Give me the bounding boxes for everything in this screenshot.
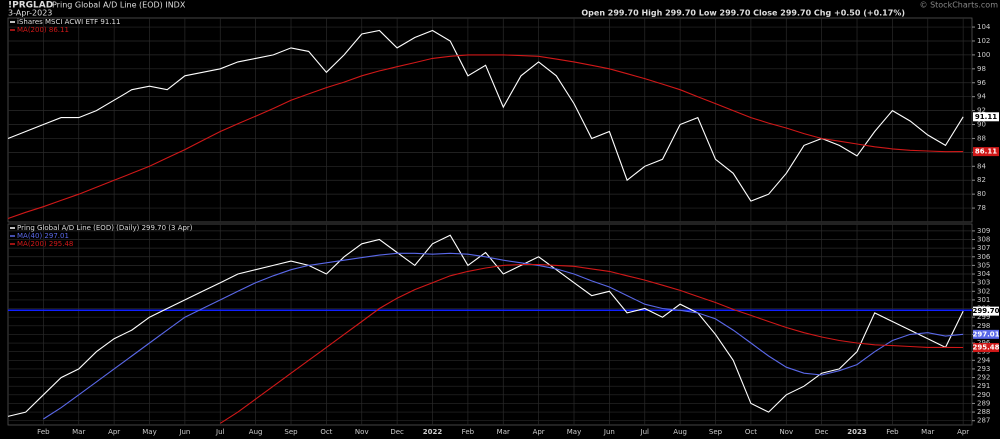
series-line <box>7 29 964 202</box>
y-tick-label: 299 <box>977 313 990 321</box>
y-tick-label: 84 <box>977 162 986 170</box>
last-value-label: 91.11 <box>975 113 997 121</box>
x-tick-label: Aug <box>249 428 263 436</box>
y-tick-label: 294 <box>977 356 991 364</box>
credit: © StockCharts.com <box>920 1 999 10</box>
legend-label: iShares MSCI ACWI ETF 91.11 <box>17 18 120 26</box>
series-line <box>7 234 964 417</box>
legend-label: Pring Global A/D Line (EOD) (Daily) 299.… <box>17 224 193 232</box>
y-tick-label: 306 <box>977 253 991 261</box>
last-value-label: 86.11 <box>975 148 997 156</box>
last-value-box <box>973 329 999 339</box>
y-tick-label: 78 <box>977 204 986 212</box>
quote: Open 299.70 High 299.70 Low 299.70 Close… <box>581 9 905 18</box>
y-tick-label: 305 <box>977 261 990 269</box>
x-tick-label: Oct <box>745 428 757 436</box>
x-tick-label: Feb <box>886 428 899 436</box>
last-value-box <box>973 112 999 122</box>
x-tick-label: Sep <box>709 428 723 436</box>
x-tick-label: May <box>567 428 581 436</box>
x-tick-label: Mar <box>921 428 934 436</box>
x-tick-label: Dec <box>815 428 829 436</box>
y-tick-label: 302 <box>977 287 990 295</box>
x-tick-label: May <box>142 428 156 436</box>
x-tick-label: Sep <box>284 428 298 436</box>
y-tick-label: 292 <box>977 374 990 382</box>
x-tick-label: 2022 <box>423 428 443 436</box>
last-value-label: 295.48 <box>972 344 999 352</box>
instrument-name: Pring Global A/D Line (EOD) INDX <box>52 1 186 10</box>
x-tick-label: Oct <box>320 428 332 436</box>
x-tick-label: Dec <box>390 428 404 436</box>
last-value-box <box>973 147 999 157</box>
panel-frame <box>7 223 973 426</box>
series-line <box>7 54 964 220</box>
last-value-label: 297.01 <box>972 330 999 338</box>
x-tick-label: Mar <box>72 428 85 436</box>
x-tick-label: Jun <box>603 428 615 436</box>
y-tick-label: 291 <box>977 382 990 390</box>
y-tick-label: 94 <box>977 93 986 101</box>
y-tick-label: 309 <box>977 227 990 235</box>
y-tick-label: 298 <box>977 322 990 330</box>
y-tick-label: 92 <box>977 107 986 115</box>
y-tick-label: 98 <box>977 65 986 73</box>
x-tick-label: Apr <box>108 428 120 436</box>
y-tick-label: 304 <box>977 270 991 278</box>
x-tick-label: 2023 <box>847 428 867 436</box>
legend-label: MA(40) 297.01 <box>17 232 69 240</box>
x-tick-label: Apr <box>533 428 545 436</box>
y-tick-label: 82 <box>977 176 986 184</box>
series-line <box>220 263 964 424</box>
last-value-box <box>973 343 999 353</box>
symbol: !PRGLAD <box>8 1 53 11</box>
y-tick-label: 288 <box>977 408 990 416</box>
x-tick-label: Jun <box>178 428 190 436</box>
y-tick-label: 88 <box>977 134 986 142</box>
legend-label: MA(200) 295.48 <box>17 240 73 248</box>
y-tick-label: 301 <box>977 296 990 304</box>
y-tick-label: 307 <box>977 244 990 252</box>
y-tick-label: 293 <box>977 365 990 373</box>
y-tick-label: 96 <box>977 79 986 87</box>
x-tick-label: Mar <box>497 428 510 436</box>
y-tick-label: 289 <box>977 399 990 407</box>
last-value-label: 299.70 <box>972 307 999 315</box>
y-tick-label: 104 <box>977 23 991 31</box>
x-tick-label: Nov <box>355 428 369 436</box>
x-tick-label: Feb <box>37 428 50 436</box>
y-tick-label: 100 <box>977 51 990 59</box>
x-tick-label: Jul <box>215 428 225 436</box>
y-tick-label: 90 <box>977 121 986 129</box>
date: 3-Apr-2023 <box>8 9 52 18</box>
x-tick-label: Apr <box>957 428 969 436</box>
series-line <box>43 252 964 420</box>
y-tick-label: 80 <box>977 190 986 198</box>
y-tick-label: 290 <box>977 391 990 399</box>
y-tick-label: 102 <box>977 37 990 45</box>
last-value-box <box>973 306 999 316</box>
x-tick-label: Aug <box>673 428 687 436</box>
y-tick-label: 303 <box>977 279 990 287</box>
panel-frame <box>7 17 973 223</box>
x-tick-label: Nov <box>779 428 793 436</box>
y-tick-label: 287 <box>977 417 990 425</box>
x-tick-label: Jul <box>640 428 650 436</box>
x-tick-label: Feb <box>462 428 475 436</box>
legend-label: MA(200) 86.11 <box>17 26 69 34</box>
y-tick-label: 308 <box>977 236 990 244</box>
